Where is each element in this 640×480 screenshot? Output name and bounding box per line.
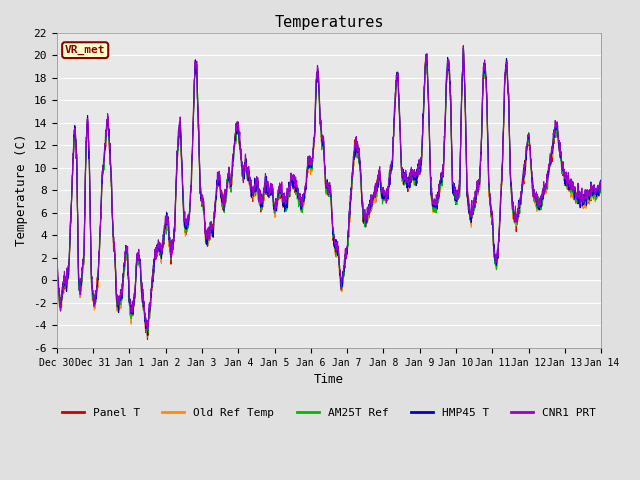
Old Ref Temp (303, 169, 311, 175)
CNR1 PRT (582, 192, 589, 198)
CNR1 PRT (303, 169, 311, 175)
Old Ref Temp (318, 136, 326, 142)
Old Ref Temp (582, 202, 589, 207)
HMP45 T (582, 192, 590, 198)
CNR1 PRT (482, 74, 490, 80)
Old Ref Temp (482, 78, 490, 84)
CNR1 PRT (318, 136, 326, 142)
Line: Old Ref Temp: Old Ref Temp (57, 53, 601, 334)
Old Ref Temp (460, 50, 467, 56)
HMP45 T (303, 167, 311, 172)
CNR1 PRT (81, 219, 88, 225)
HMP45 T (318, 139, 326, 144)
AM25T Ref (53, 255, 61, 261)
Panel T (460, 43, 467, 48)
CNR1 PRT (53, 252, 61, 258)
HMP45 T (81, 219, 88, 225)
HMP45 T (143, 332, 151, 338)
Line: AM25T Ref: AM25T Ref (57, 48, 601, 337)
Old Ref Temp (81, 220, 88, 226)
Legend: Panel T, Old Ref Temp, AM25T Ref, HMP45 T, CNR1 PRT: Panel T, Old Ref Temp, AM25T Ref, HMP45 … (57, 404, 601, 423)
AM25T Ref (482, 80, 490, 86)
Old Ref Temp (143, 331, 151, 337)
HMP45 T (53, 249, 61, 254)
AM25T Ref (81, 224, 88, 230)
Panel T (482, 84, 490, 89)
Panel T (53, 258, 61, 264)
Line: CNR1 PRT: CNR1 PRT (57, 46, 601, 331)
Panel T (318, 137, 326, 143)
HMP45 T (597, 188, 605, 194)
HMP45 T (482, 76, 490, 82)
Panel T (597, 182, 605, 188)
AM25T Ref (460, 45, 467, 51)
AM25T Ref (582, 193, 590, 199)
X-axis label: Time: Time (314, 373, 344, 386)
AM25T Ref (582, 198, 589, 204)
HMP45 T (460, 45, 467, 51)
Panel T (582, 192, 590, 198)
CNR1 PRT (143, 328, 151, 334)
Old Ref Temp (582, 199, 590, 205)
AM25T Ref (143, 335, 151, 340)
Text: VR_met: VR_met (65, 45, 106, 55)
AM25T Ref (303, 165, 311, 170)
Old Ref Temp (53, 259, 61, 265)
Panel T (143, 336, 151, 342)
HMP45 T (582, 198, 589, 204)
CNR1 PRT (460, 43, 467, 48)
Panel T (582, 197, 589, 203)
AM25T Ref (318, 147, 326, 153)
Panel T (81, 223, 88, 229)
Line: Panel T: Panel T (57, 46, 601, 339)
Y-axis label: Temperature (C): Temperature (C) (15, 134, 28, 246)
AM25T Ref (597, 186, 605, 192)
Old Ref Temp (597, 189, 605, 195)
Line: HMP45 T: HMP45 T (57, 48, 601, 335)
CNR1 PRT (582, 191, 590, 196)
Title: Temperatures: Temperatures (275, 15, 384, 30)
Panel T (303, 168, 311, 174)
CNR1 PRT (597, 182, 605, 188)
